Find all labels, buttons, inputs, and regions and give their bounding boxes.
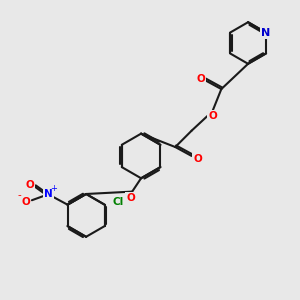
Text: N: N xyxy=(44,189,52,199)
Text: N: N xyxy=(262,28,271,38)
Text: O: O xyxy=(22,197,30,207)
Text: O: O xyxy=(193,154,202,164)
Text: O: O xyxy=(208,111,217,121)
Text: -: - xyxy=(17,190,21,200)
Text: O: O xyxy=(196,74,205,84)
Text: O: O xyxy=(126,193,135,202)
Text: Cl: Cl xyxy=(112,197,124,207)
Text: O: O xyxy=(26,180,34,190)
Text: +: + xyxy=(50,184,57,194)
